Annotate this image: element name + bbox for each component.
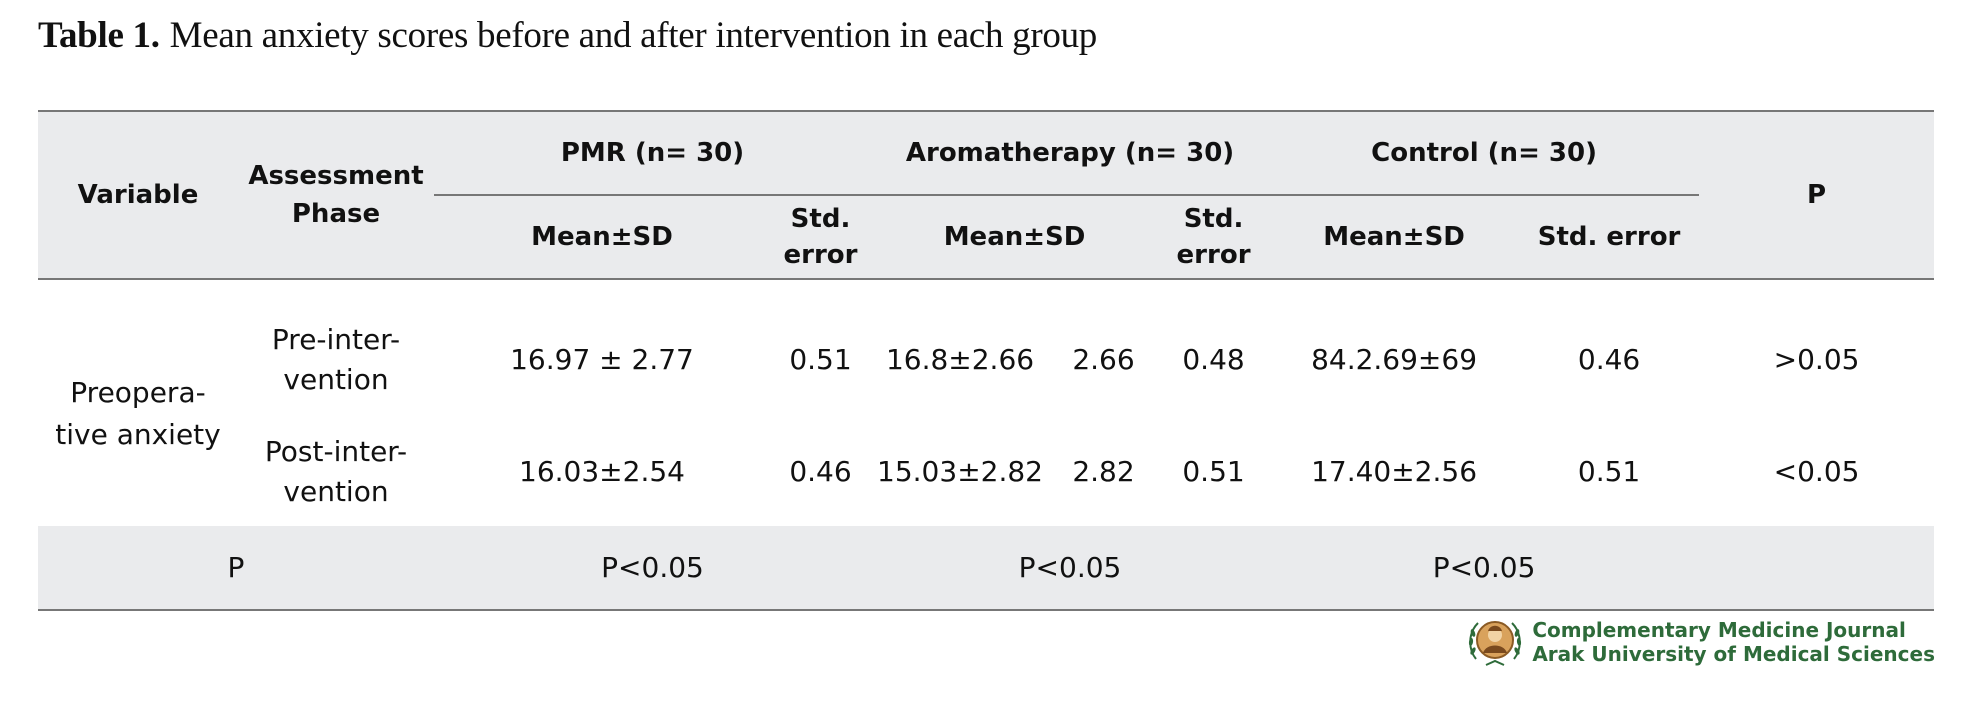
header-variable: Variable <box>38 111 238 279</box>
table-row: Preopera-tive anxiety Pre-inter-vention … <box>38 302 1934 451</box>
caption-label: Table 1. <box>38 15 160 56</box>
p-row-control: P<0.05 <box>1269 526 1700 611</box>
phase-line2: vention <box>283 363 389 396</box>
phase-cell: Pre-inter-vention <box>238 302 434 418</box>
logo-line2: Arak University of Medical Sciences <box>1532 642 1935 666</box>
p-row-pmr: P<0.05 <box>434 526 872 611</box>
header-pmr-mean-sd: Mean±SD <box>434 195 770 279</box>
header-aroma-mean-sd: Mean±SD <box>871 195 1159 279</box>
spacer-row <box>38 279 1934 302</box>
results-table: Variable Assessment Phase PMR (n= 30) Aro… <box>38 110 1935 611</box>
pmr-mean-sd-cell: 16.97 ± 2.77 <box>510 343 694 376</box>
header-row-stats: Mean±SD Std. error Mean±SD Std. error Mean… <box>38 195 1935 279</box>
aroma-std-error-cell: 0.48 <box>1182 343 1245 376</box>
control-mean-sd-cell: 84.2.69±69 <box>1311 343 1478 376</box>
header-control-std-error: Std. error <box>1519 195 1700 279</box>
header-pmr-std-line1: Std. <box>790 203 851 234</box>
aroma-extra-cell: 2.82 <box>1072 455 1135 488</box>
table-row: Post-inter-vention 16.03±2.54 0.46 15.03… <box>38 418 1934 526</box>
header-pmr-std-error: Std. error <box>770 195 872 279</box>
phase-line2: vention <box>283 475 389 508</box>
logo-text: Complementary Medicine Journal Arak Univ… <box>1532 618 1935 666</box>
variable-line2: tive anxiety <box>55 418 221 451</box>
laurel-portrait-seal-icon <box>1469 621 1522 666</box>
phase-line1: Pre-inter- <box>271 323 401 356</box>
control-std-error-cell: 0.46 <box>1577 343 1641 376</box>
control-std-error-cell: 0.51 <box>1577 455 1641 488</box>
journal-logo: Complementary Medicine Journal Arak Univ… <box>1464 612 1935 672</box>
control-mean-sd-cell: 17.40±2.56 <box>1311 455 1478 488</box>
header-assessment-phase: Assessment Phase <box>238 111 434 279</box>
header-group-aromatherapy: Aromatherapy (n= 30) <box>871 111 1270 196</box>
p-row-aroma: P<0.05 <box>871 526 1270 611</box>
header-pmr-std-line2: error <box>783 239 858 270</box>
header-assessment-line2: Phase <box>291 199 381 229</box>
phase-cell: Post-inter-vention <box>238 418 434 526</box>
aroma-extra-cell: 2.66 <box>1072 343 1135 376</box>
p-row-label: P <box>38 526 434 611</box>
caption-text: Mean anxiety scores before and after int… <box>169 15 1098 56</box>
results-table-container: Variable Assessment Phase PMR (n= 30) Aro… <box>38 110 1935 611</box>
p-value-cell: >0.05 <box>1773 343 1860 376</box>
aroma-mean-sd-cell: 15.03±2.82 <box>877 455 1043 488</box>
header-group-pmr: PMR (n= 30) <box>434 111 872 196</box>
pmr-std-error-cell: 0.46 <box>789 455 852 488</box>
p-row-empty <box>1699 526 1935 611</box>
table-caption: Table 1. Mean anxiety scores before and a… <box>38 14 1097 57</box>
header-aroma-std-line2: error <box>1176 239 1251 270</box>
aroma-mean-sd-cell: 16.8±2.66 <box>885 343 1035 376</box>
p-summary-row: P P<0.05 P<0.05 P<0.05 <box>38 526 1935 611</box>
logo-line1: Complementary Medicine Journal <box>1532 618 1906 642</box>
variable-cell: Preopera-tive anxiety <box>38 302 238 526</box>
header-p: P <box>1699 111 1935 279</box>
header-aroma-std-error: Std. error <box>1158 195 1270 279</box>
header-assessment-line1: Assessment <box>248 161 424 191</box>
pmr-mean-sd-cell: 16.03±2.54 <box>519 455 685 488</box>
header-group-control: Control (n= 30) <box>1269 111 1700 196</box>
header-aroma-std-line1: Std. <box>1183 203 1244 234</box>
p-value-cell: <0.05 <box>1773 455 1860 488</box>
aroma-std-error-cell: 0.51 <box>1182 455 1245 488</box>
header-row-groups: Variable Assessment Phase PMR (n= 30) Aro… <box>38 111 1935 279</box>
header-control-mean-sd: Mean±SD <box>1269 195 1520 279</box>
variable-line1: Preopera- <box>70 376 206 409</box>
phase-line1: Post-inter- <box>264 435 408 468</box>
pmr-std-error-cell: 0.51 <box>789 343 852 376</box>
